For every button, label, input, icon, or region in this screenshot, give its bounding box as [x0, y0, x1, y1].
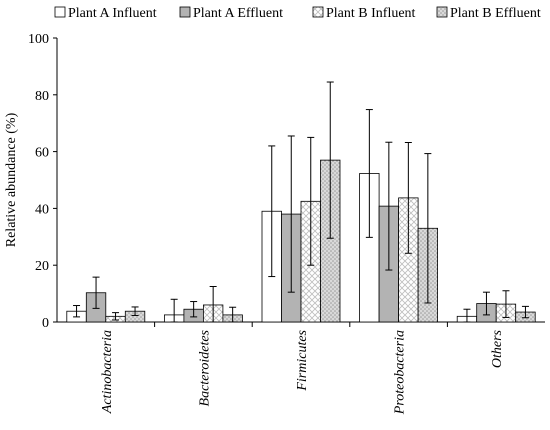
- x-category-label: Firmicutes: [295, 329, 310, 391]
- legend-swatch: [179, 6, 191, 18]
- y-tick-label: 60: [35, 146, 49, 161]
- legend-label: Plant A Effluent: [193, 6, 283, 21]
- x-category-label: Bacteroidetes: [197, 329, 212, 406]
- legend-swatch: [312, 6, 324, 18]
- plot-area: 0 20 40 60 80 100 Actinobacteria Bacteroidetes F…: [28, 32, 545, 415]
- legend-swatch: [54, 6, 66, 18]
- y-tick-label: 80: [35, 89, 49, 104]
- legend-label: Plant B Influent: [326, 6, 416, 21]
- legend-label: Plant A Influent: [68, 6, 157, 21]
- legend-swatch: [436, 6, 448, 18]
- legend: Plant A Influent Plant A Effluent Plant B …: [54, 6, 541, 21]
- y-axis-label: Relative abundance (%): [4, 112, 19, 247]
- y-tick-label: 20: [35, 259, 49, 274]
- x-category-label: Others: [490, 329, 505, 368]
- y-tick-label: 0: [42, 316, 49, 331]
- legend-label: Plant B Effluent: [450, 6, 541, 21]
- x-category-label: Actinobacteria: [100, 330, 115, 414]
- x-category-label: Proteobacteria: [393, 330, 408, 415]
- y-tick-label: 100: [28, 32, 49, 47]
- y-tick-label: 40: [35, 202, 49, 217]
